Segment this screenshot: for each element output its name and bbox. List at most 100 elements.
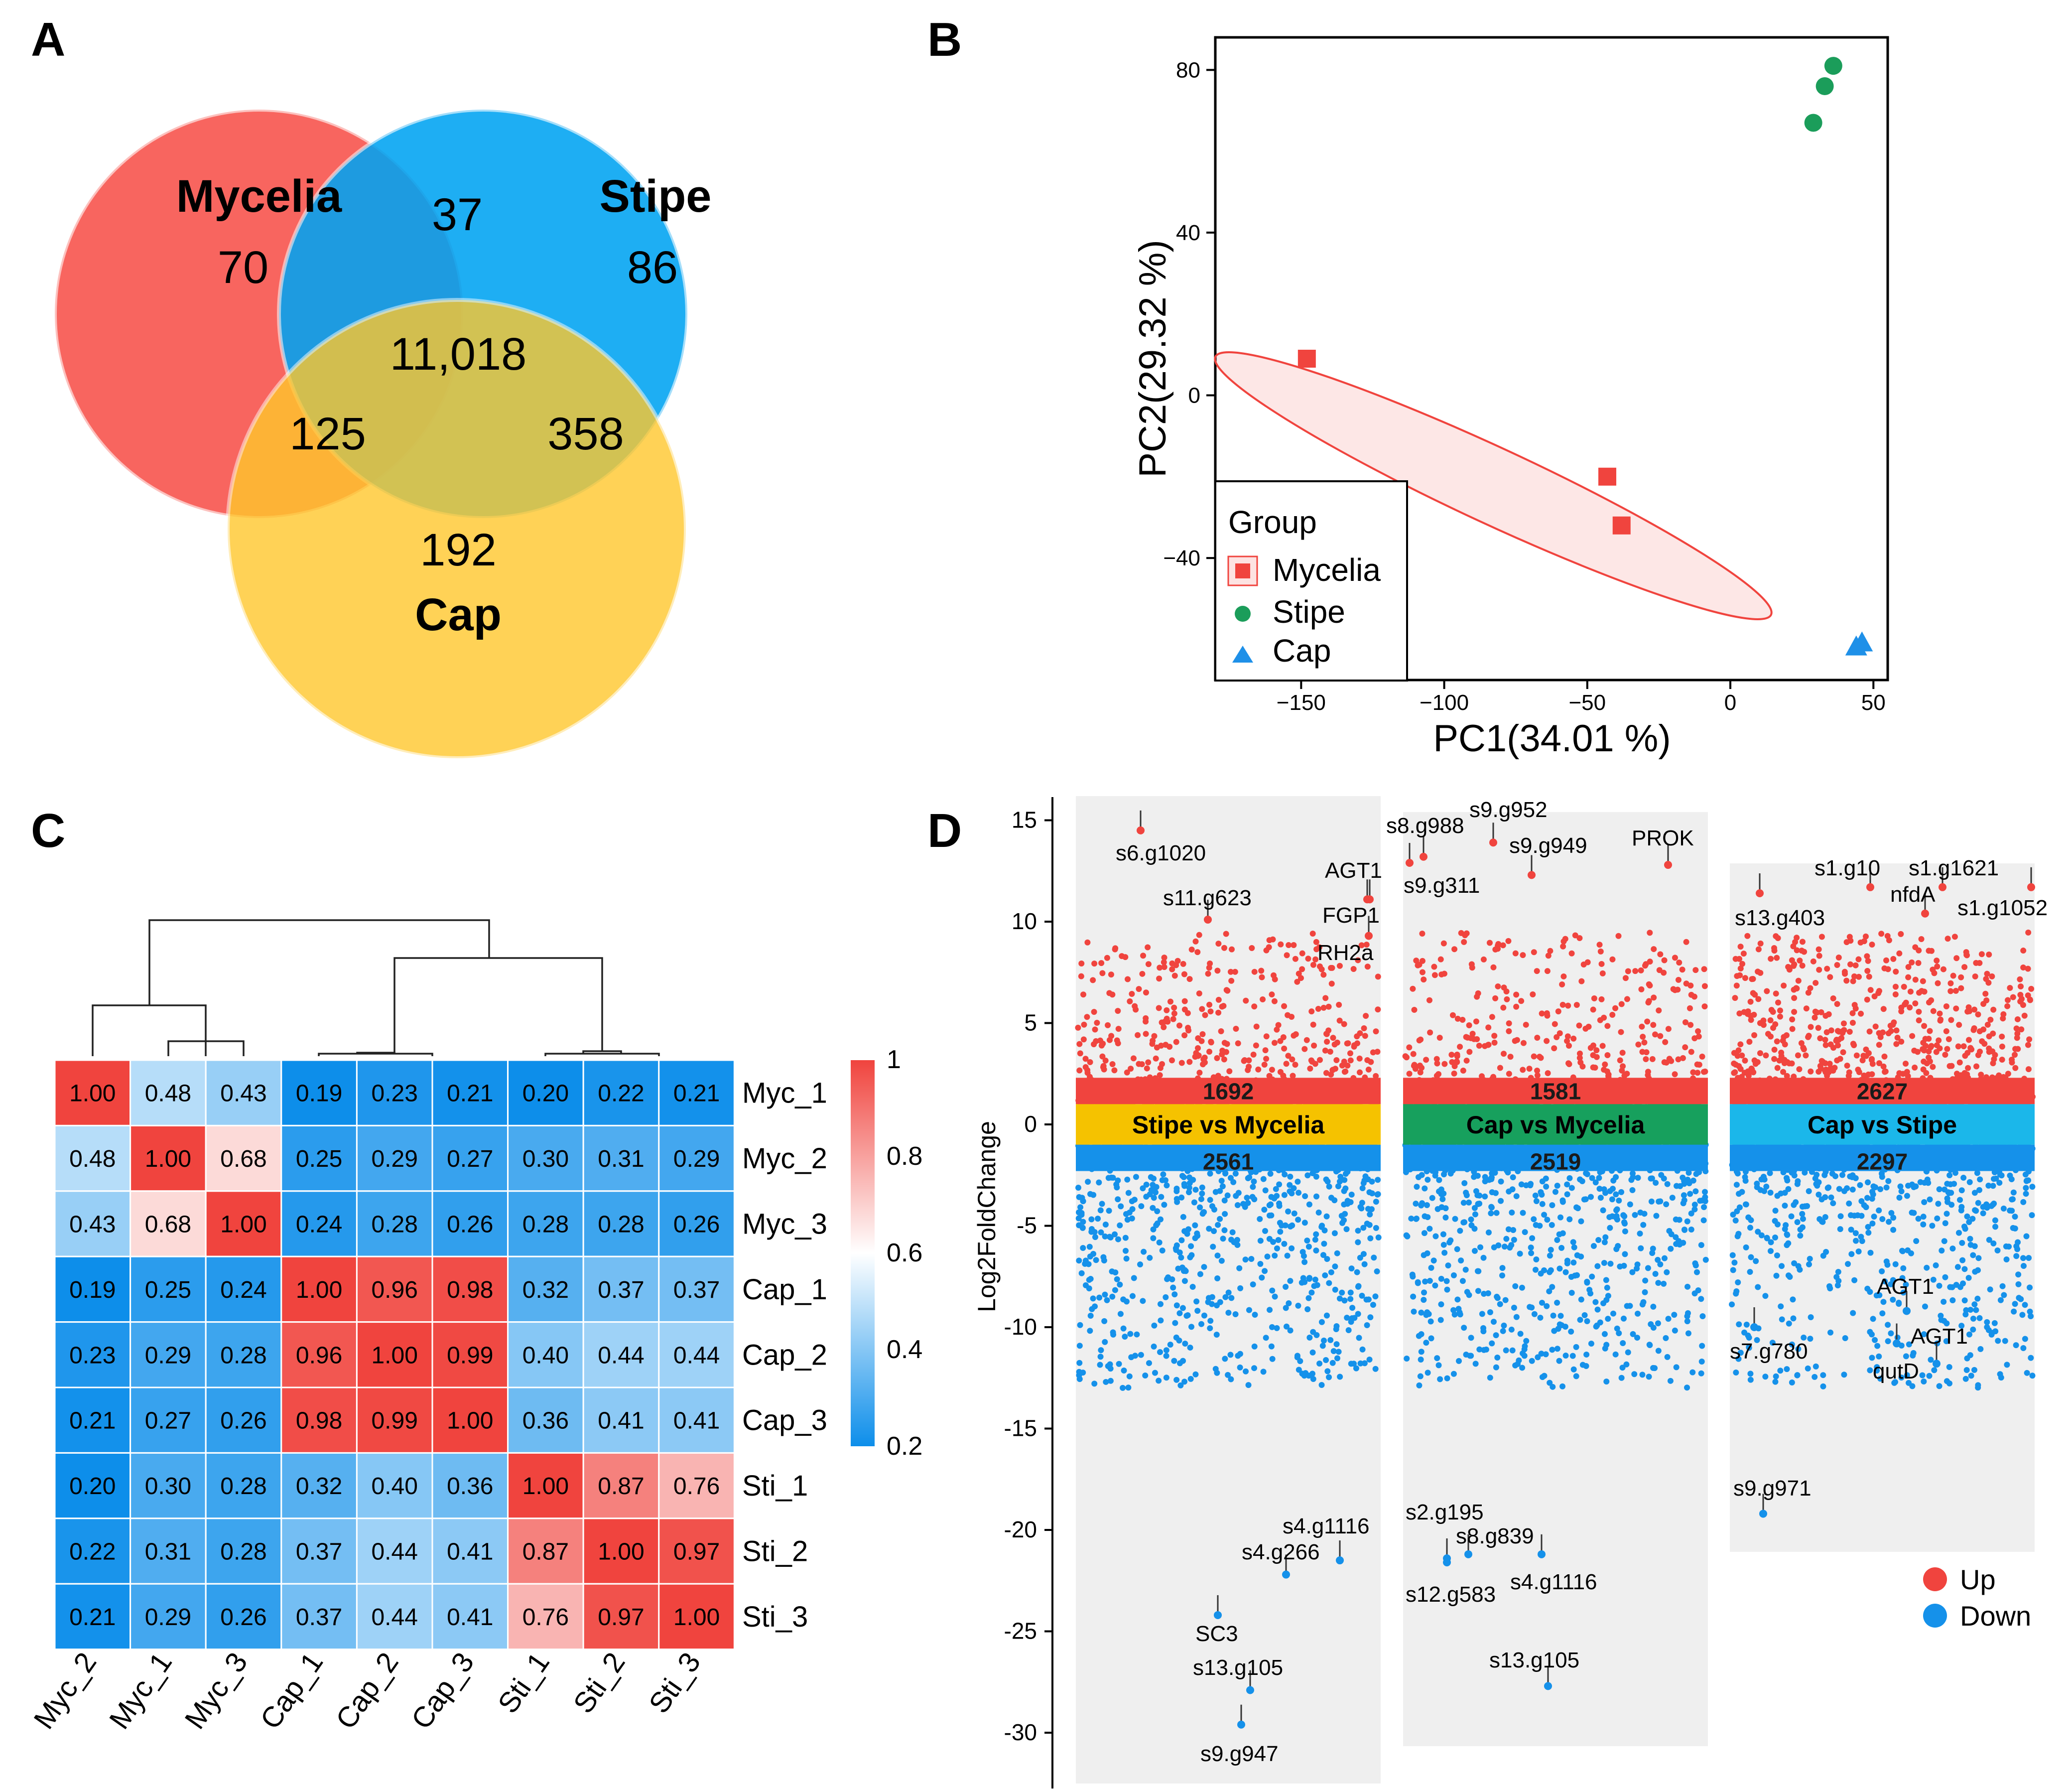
- d-up-point: [1750, 976, 1756, 982]
- d-down-point: [1682, 1227, 1687, 1233]
- d-up-point: [1752, 992, 1758, 998]
- d-down-point: [1688, 1227, 1694, 1233]
- d-up-point: [1255, 1067, 1261, 1073]
- d-down-point: [1928, 1357, 1934, 1363]
- d-down-point: [1848, 1251, 1854, 1257]
- d-down-point: [1938, 1313, 1943, 1319]
- d-down-point: [1547, 1269, 1553, 1275]
- d-down-point: [1133, 1174, 1139, 1180]
- d-down-point: [1652, 1365, 1658, 1371]
- d-down-point: [1281, 1241, 1287, 1247]
- d-up-point: [1449, 1059, 1455, 1065]
- d-up-point: [1593, 1047, 1599, 1053]
- d-down-point: [1564, 1191, 1570, 1197]
- d-up-point: [1927, 1028, 1933, 1034]
- d-down-point: [1117, 1223, 1123, 1229]
- colorbar-tick-1: 1: [887, 1045, 901, 1074]
- d-down-point: [1506, 1226, 1512, 1232]
- d-down-point: [1607, 1261, 1613, 1267]
- d-up-point: [1961, 1043, 1967, 1049]
- d-down-point: [1518, 1331, 1524, 1337]
- d-up-point: [1893, 984, 1899, 990]
- d-up-point: [1955, 1043, 1961, 1049]
- d-up-point: [1214, 967, 1220, 973]
- d-down-point: [1410, 1294, 1416, 1300]
- d-down-point: [1967, 1236, 1973, 1242]
- d-up-point: [1823, 1042, 1829, 1048]
- d-down-point: [1373, 1199, 1379, 1205]
- heatmap-cell-value: 0.40: [522, 1342, 569, 1369]
- heatmap-cell-value: 0.32: [296, 1473, 342, 1500]
- d-up-point: [1953, 1005, 1959, 1011]
- d-down-point: [1577, 1317, 1583, 1323]
- d-down-point: [1959, 1240, 1965, 1246]
- d-down-point: [1300, 1275, 1306, 1281]
- d-down-point: [1967, 1352, 1973, 1358]
- d-down-point: [1630, 1170, 1636, 1176]
- d-up-point: [1986, 952, 1992, 958]
- d-up-point: [1843, 977, 1849, 983]
- d-gene-label: SC3: [1195, 1622, 1238, 1646]
- d-up-point: [1518, 998, 1524, 1004]
- d-down-point: [1920, 1222, 1926, 1228]
- d-up-point: [1990, 1007, 1996, 1013]
- d-down-point: [1603, 1378, 1609, 1384]
- heatmap-cell-value: 0.26: [220, 1604, 266, 1631]
- d-down-point: [1472, 1205, 1478, 1211]
- d-up-point: [1545, 968, 1551, 974]
- d-down-point: [1594, 1263, 1600, 1269]
- d-down-point: [1758, 1176, 1764, 1182]
- d-up-point: [1180, 961, 1186, 967]
- d-down-point: [1772, 1235, 1778, 1240]
- d-up-point: [1662, 1039, 1668, 1045]
- d-down-point: [1441, 1250, 1447, 1256]
- d-down-point: [2029, 1184, 2035, 1190]
- d-down-point: [1911, 1210, 1917, 1216]
- d-down-point: [1257, 1261, 1263, 1267]
- d-down-point: [1975, 1267, 1981, 1273]
- d-down-point: [1328, 1195, 1334, 1201]
- d-down-point: [1665, 1181, 1671, 1187]
- d-up-point: [1293, 1031, 1299, 1037]
- d-up-point: [1876, 1042, 1882, 1048]
- d-down-point: [1341, 1188, 1347, 1194]
- d-up-point: [1489, 1014, 1495, 1020]
- d-down-point: [1610, 1186, 1616, 1192]
- d-up-point: [1078, 973, 1084, 979]
- d-down-point: [1698, 1242, 1704, 1248]
- d-down-point: [1274, 1325, 1280, 1331]
- d-down-point: [1085, 1179, 1091, 1185]
- d-down-point: [1339, 1290, 1345, 1296]
- d-up-point: [1162, 964, 1167, 970]
- d-down-point: [1178, 1195, 1184, 1201]
- d-down-point: [1076, 1257, 1082, 1263]
- heatmap-dendrogram: [93, 920, 659, 1056]
- d-down-point: [1439, 1196, 1445, 1202]
- heatmap-cell-value: 0.37: [598, 1277, 644, 1303]
- d-down-point: [1440, 1232, 1446, 1238]
- d-down-point: [1147, 1255, 1153, 1261]
- d-down-point: [1456, 1358, 1462, 1364]
- d-up-point: [1966, 1037, 1972, 1043]
- d-down-point: [1529, 1358, 1535, 1364]
- d-down-point: [1610, 1311, 1616, 1317]
- heatmap-row-label: Sti_3: [742, 1601, 808, 1633]
- heatmap-cell-value: 0.28: [598, 1212, 644, 1238]
- d-down-point: [1138, 1203, 1144, 1209]
- d-up-point: [1856, 974, 1862, 980]
- d-up-point: [1351, 966, 1357, 972]
- d-down-point: [1870, 1316, 1876, 1322]
- d-up-point: [1702, 983, 1708, 989]
- d-up-point: [1956, 1022, 1962, 1028]
- heatmap-cell-value: 0.19: [69, 1277, 116, 1303]
- d-up-point: [1521, 1040, 1527, 1046]
- pca-y-tick-label: 80: [1176, 58, 1200, 82]
- d-down-point: [1309, 1371, 1315, 1377]
- heatmap-cell-value: 1.00: [522, 1473, 569, 1500]
- d-up-point: [1461, 939, 1467, 945]
- d-down-point: [1798, 1227, 1804, 1233]
- d-down-point: [1292, 1211, 1297, 1217]
- d-down-point: [1523, 1338, 1529, 1344]
- d-up-point: [1513, 1004, 1519, 1010]
- d-down-point: [1272, 1252, 1278, 1258]
